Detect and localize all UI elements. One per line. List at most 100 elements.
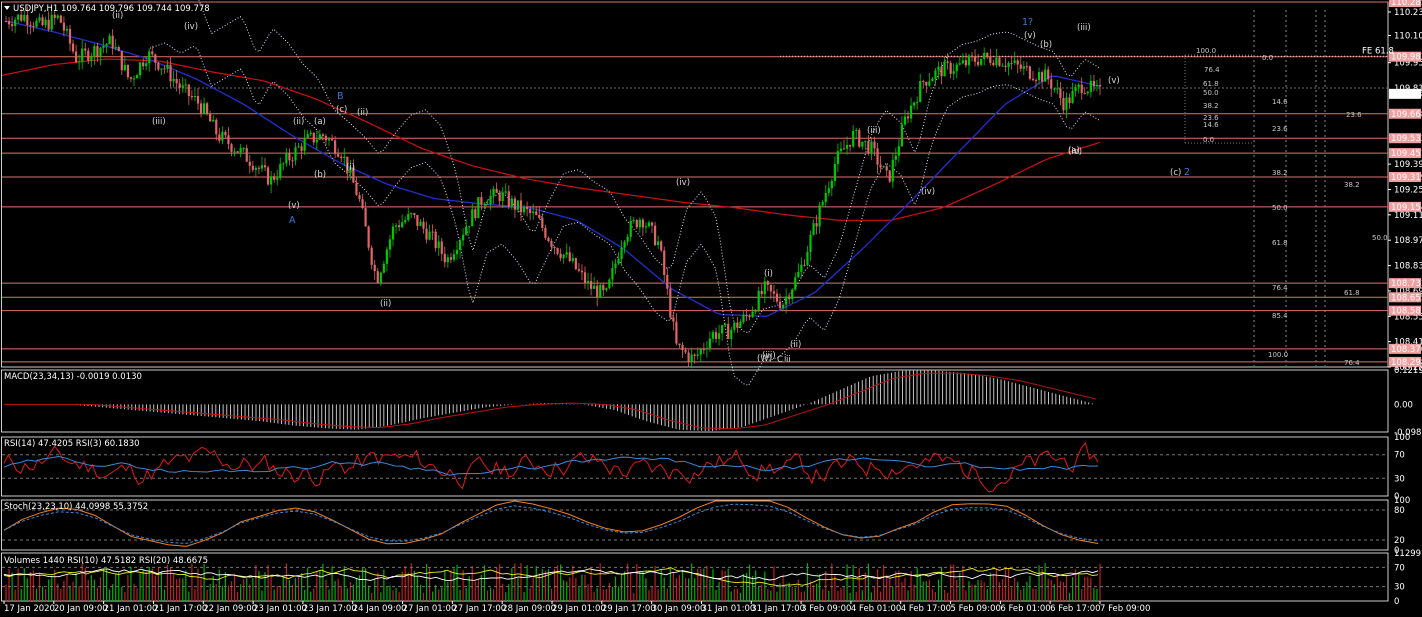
volume-tick-label: 11299 xyxy=(1394,549,1421,559)
candle-body xyxy=(1016,60,1019,65)
current-price-badge xyxy=(1389,88,1421,99)
candle-body xyxy=(757,290,760,311)
candle-body xyxy=(675,321,678,344)
wave-label-primary: 2 xyxy=(1184,167,1190,178)
candle-body xyxy=(760,290,763,295)
candle-body xyxy=(477,197,480,219)
candle-body xyxy=(1041,72,1044,82)
candle-body xyxy=(154,54,157,63)
candle-body xyxy=(644,226,648,228)
candle-body xyxy=(650,222,654,226)
candle-body xyxy=(413,213,416,216)
price-level-badge-text: 109.451 xyxy=(1391,149,1422,159)
candle-body xyxy=(952,71,955,74)
candle-body xyxy=(14,19,17,27)
candle-body xyxy=(977,61,980,65)
candle-body xyxy=(867,140,870,154)
price-tick-label: 108.550 xyxy=(1394,312,1422,322)
price-tick-label: 110.230 xyxy=(1394,8,1422,18)
price-level-badge-text: 108.298 xyxy=(1391,358,1422,368)
candle-body xyxy=(1083,93,1086,95)
candle-body xyxy=(864,140,867,142)
candle-body xyxy=(513,198,517,210)
candle-body xyxy=(849,144,852,147)
price-level-badge-text: 110.285 xyxy=(1391,0,1422,8)
candle-body xyxy=(919,81,922,102)
candle-body xyxy=(769,284,772,292)
wave-label: (iv) xyxy=(676,178,690,188)
candle-body xyxy=(215,119,218,135)
time-tick-label: 22 Jan 09:00 xyxy=(203,604,257,614)
candle-body xyxy=(166,64,169,69)
fib-label: 61.8 xyxy=(1344,289,1360,297)
candle-body xyxy=(894,155,897,160)
candle-body xyxy=(529,209,532,213)
candle-body xyxy=(885,166,888,171)
candle-body xyxy=(961,60,964,64)
candle-body xyxy=(212,119,215,122)
macd-signal-line xyxy=(4,372,1097,430)
candle-body xyxy=(178,83,181,88)
candles xyxy=(4,6,1102,369)
wave-label: i xyxy=(784,354,786,364)
candle-body xyxy=(364,208,367,227)
candle-body xyxy=(989,56,992,63)
candle-body xyxy=(657,241,660,246)
fib-label: 0.0 xyxy=(1203,136,1214,144)
time-tick-label: 24 Jan 09:00 xyxy=(353,604,407,614)
candle-body xyxy=(7,21,11,25)
candle-body xyxy=(556,247,559,254)
candle-body xyxy=(602,284,605,291)
time-tick-label: 5 Feb 09:00 xyxy=(951,604,1001,614)
candle-body xyxy=(221,131,224,141)
chart-header[interactable]: USDJPY,H1 109.764 109.796 109.744 109.77… xyxy=(4,4,210,14)
candle-body xyxy=(937,66,940,71)
candle-body xyxy=(1031,78,1035,81)
candle-body xyxy=(1004,65,1007,68)
candle-body xyxy=(111,35,114,49)
wave-label: (iii) xyxy=(762,351,776,361)
wave-label-primary: 1? xyxy=(1022,17,1033,28)
wave-label: (iv) xyxy=(921,187,935,197)
candle-body xyxy=(852,130,855,147)
candle-body xyxy=(711,332,715,339)
candle-body xyxy=(330,139,334,141)
price-tick-label: 109.250 xyxy=(1394,185,1422,195)
candle-body xyxy=(934,70,937,79)
time-tick-label: 4 Feb 17:00 xyxy=(901,604,951,614)
candle-body xyxy=(394,225,398,227)
candle-body xyxy=(370,247,373,265)
fib-label: 50.0 xyxy=(1203,89,1219,97)
price-level-badge xyxy=(1389,343,1421,354)
candle-body xyxy=(346,156,349,174)
candle-body xyxy=(568,252,571,262)
candle-body xyxy=(967,55,971,66)
candle-body xyxy=(861,141,864,147)
candle-body xyxy=(145,63,148,67)
candle-body xyxy=(806,252,809,266)
candle-body xyxy=(888,170,891,182)
stoch-label: Stoch(23,23,10) 44.0998 55.3752 xyxy=(4,502,148,512)
candle-body xyxy=(4,21,8,23)
candle-body xyxy=(739,321,742,328)
candle-body xyxy=(583,272,587,284)
candle-body xyxy=(239,148,242,153)
candle-body xyxy=(32,25,35,27)
fibonacci-levels: 100.00.076.461.850.038.223.614.60.014.62… xyxy=(1184,47,1388,367)
candle-body xyxy=(123,64,126,71)
candle-body xyxy=(56,15,59,18)
candle-body xyxy=(702,349,705,351)
triangle-down-icon[interactable] xyxy=(4,6,10,10)
price-tick-label: 109.390 xyxy=(1394,160,1422,170)
candle-body xyxy=(248,161,251,166)
price-level-badge xyxy=(1389,148,1421,159)
candle-body xyxy=(379,272,382,283)
candle-body xyxy=(562,254,565,259)
candle-body xyxy=(751,311,754,317)
wave-label: ii xyxy=(786,355,791,365)
candle-body xyxy=(26,14,29,26)
fib-label: 85.4 xyxy=(1272,312,1288,320)
candle-body xyxy=(376,271,379,283)
candle-body xyxy=(78,61,81,63)
